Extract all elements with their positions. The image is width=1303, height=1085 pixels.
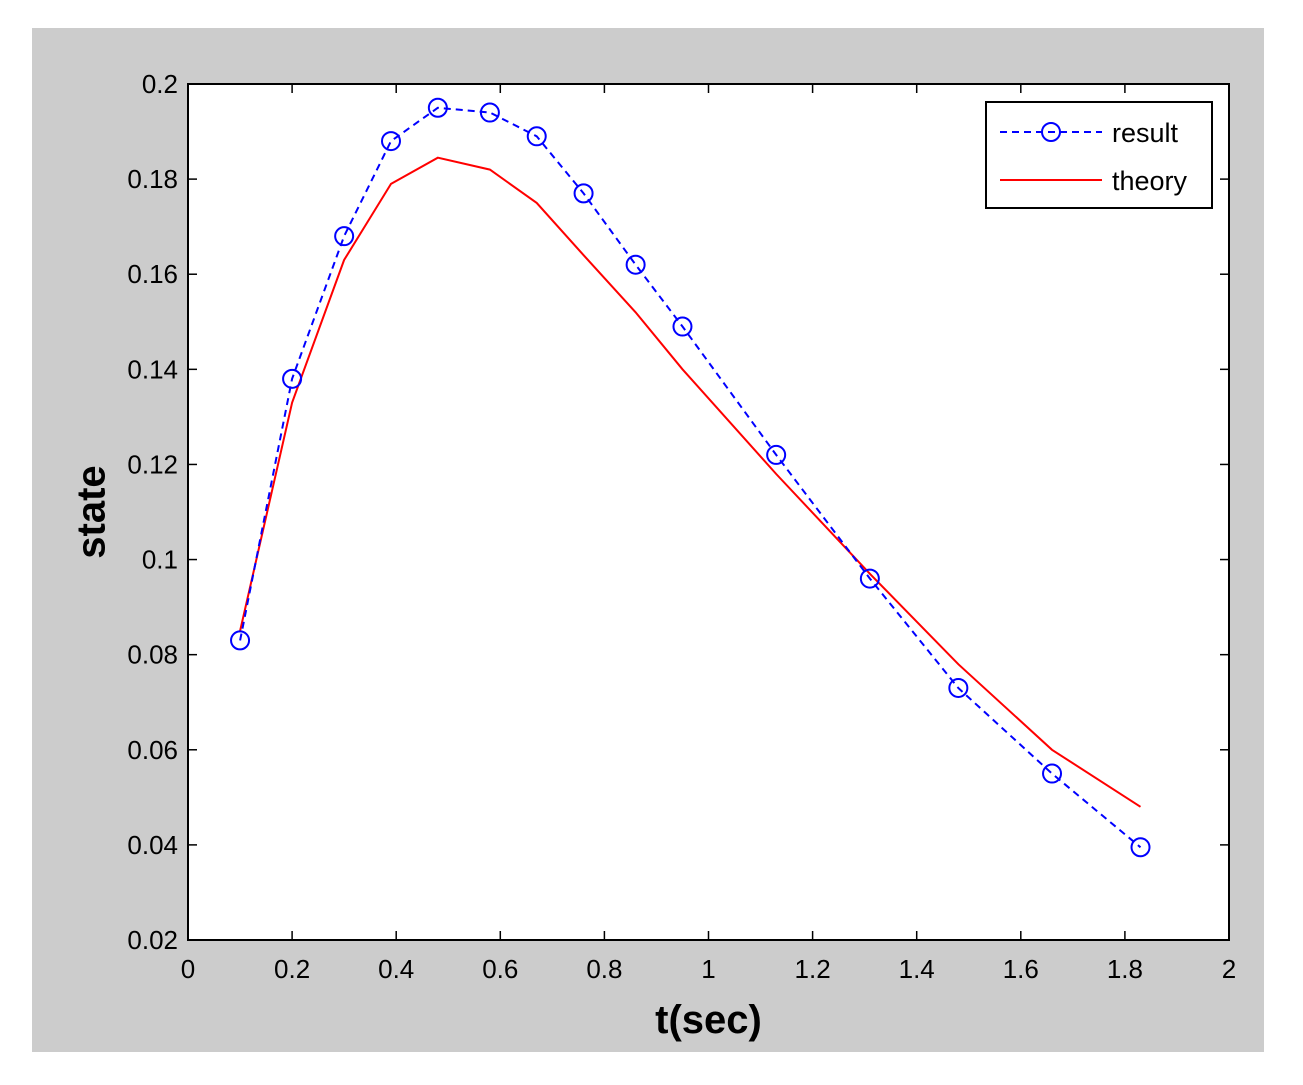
legend: result theory — [985, 101, 1213, 209]
y-tick-label: 0.14 — [127, 354, 178, 384]
x-tick-label: 1.6 — [1003, 954, 1039, 984]
data-point-result — [380, 131, 401, 152]
x-tick-label: 1.8 — [1107, 954, 1143, 984]
series-line-result — [239, 106, 1142, 849]
data-point-result — [625, 254, 646, 275]
data-point-result — [479, 102, 500, 123]
x-tick-label: 1.4 — [899, 954, 935, 984]
axis-ticks — [187, 83, 1230, 941]
y-axis-title: state — [70, 465, 114, 558]
data-point-result — [573, 183, 594, 204]
x-tick-label: 0.6 — [482, 954, 518, 984]
data-point-result — [672, 316, 693, 337]
y-tick-label: 0.1 — [142, 545, 178, 575]
x-tick-labels: 0 0.2 0.4 0.6 0.8 1 1.2 1.4 1.6 1.8 2 — [181, 954, 1236, 984]
x-tick-label: 0.4 — [378, 954, 414, 984]
series-layer — [230, 97, 1151, 858]
legend-label-result: result — [1112, 118, 1179, 148]
data-point-result — [282, 368, 303, 389]
x-tick-label: 2 — [1222, 954, 1236, 984]
legend-marker-result — [1041, 122, 1061, 142]
x-axis-title: t(sec) — [655, 998, 762, 1042]
x-tick-label: 0 — [181, 954, 195, 984]
legend-label-theory: theory — [1112, 166, 1188, 196]
data-point-result — [1130, 837, 1151, 858]
y-tick-labels: 0.02 0.04 0.06 0.08 0.1 0.12 0.14 0.16 0.18 0.2 — [127, 69, 178, 955]
y-tick-label: 0.06 — [127, 735, 178, 765]
data-point-result — [334, 226, 355, 247]
x-tick-label: 0.2 — [274, 954, 310, 984]
data-point-result — [1042, 763, 1063, 784]
data-point-result — [526, 126, 547, 147]
series-line-theory — [239, 156, 1142, 808]
y-tick-label: 0.04 — [127, 830, 178, 860]
plot-area — [187, 83, 1230, 941]
y-tick-label: 0.18 — [127, 164, 178, 194]
y-tick-label: 0.12 — [127, 449, 178, 479]
y-tick-label: 0.02 — [127, 925, 178, 955]
y-tick-label: 0.08 — [127, 640, 178, 670]
data-point-result — [766, 444, 787, 465]
y-tick-label: 0.16 — [127, 259, 178, 289]
data-point-result — [948, 677, 969, 698]
y-tick-label: 0.2 — [142, 69, 178, 99]
x-tick-label: 1.2 — [795, 954, 831, 984]
x-tick-label: 0.8 — [586, 954, 622, 984]
data-point-result — [859, 568, 880, 589]
data-point-result — [230, 630, 251, 651]
x-tick-label: 1 — [701, 954, 715, 984]
data-point-result — [427, 97, 448, 118]
legend-box — [985, 101, 1213, 209]
